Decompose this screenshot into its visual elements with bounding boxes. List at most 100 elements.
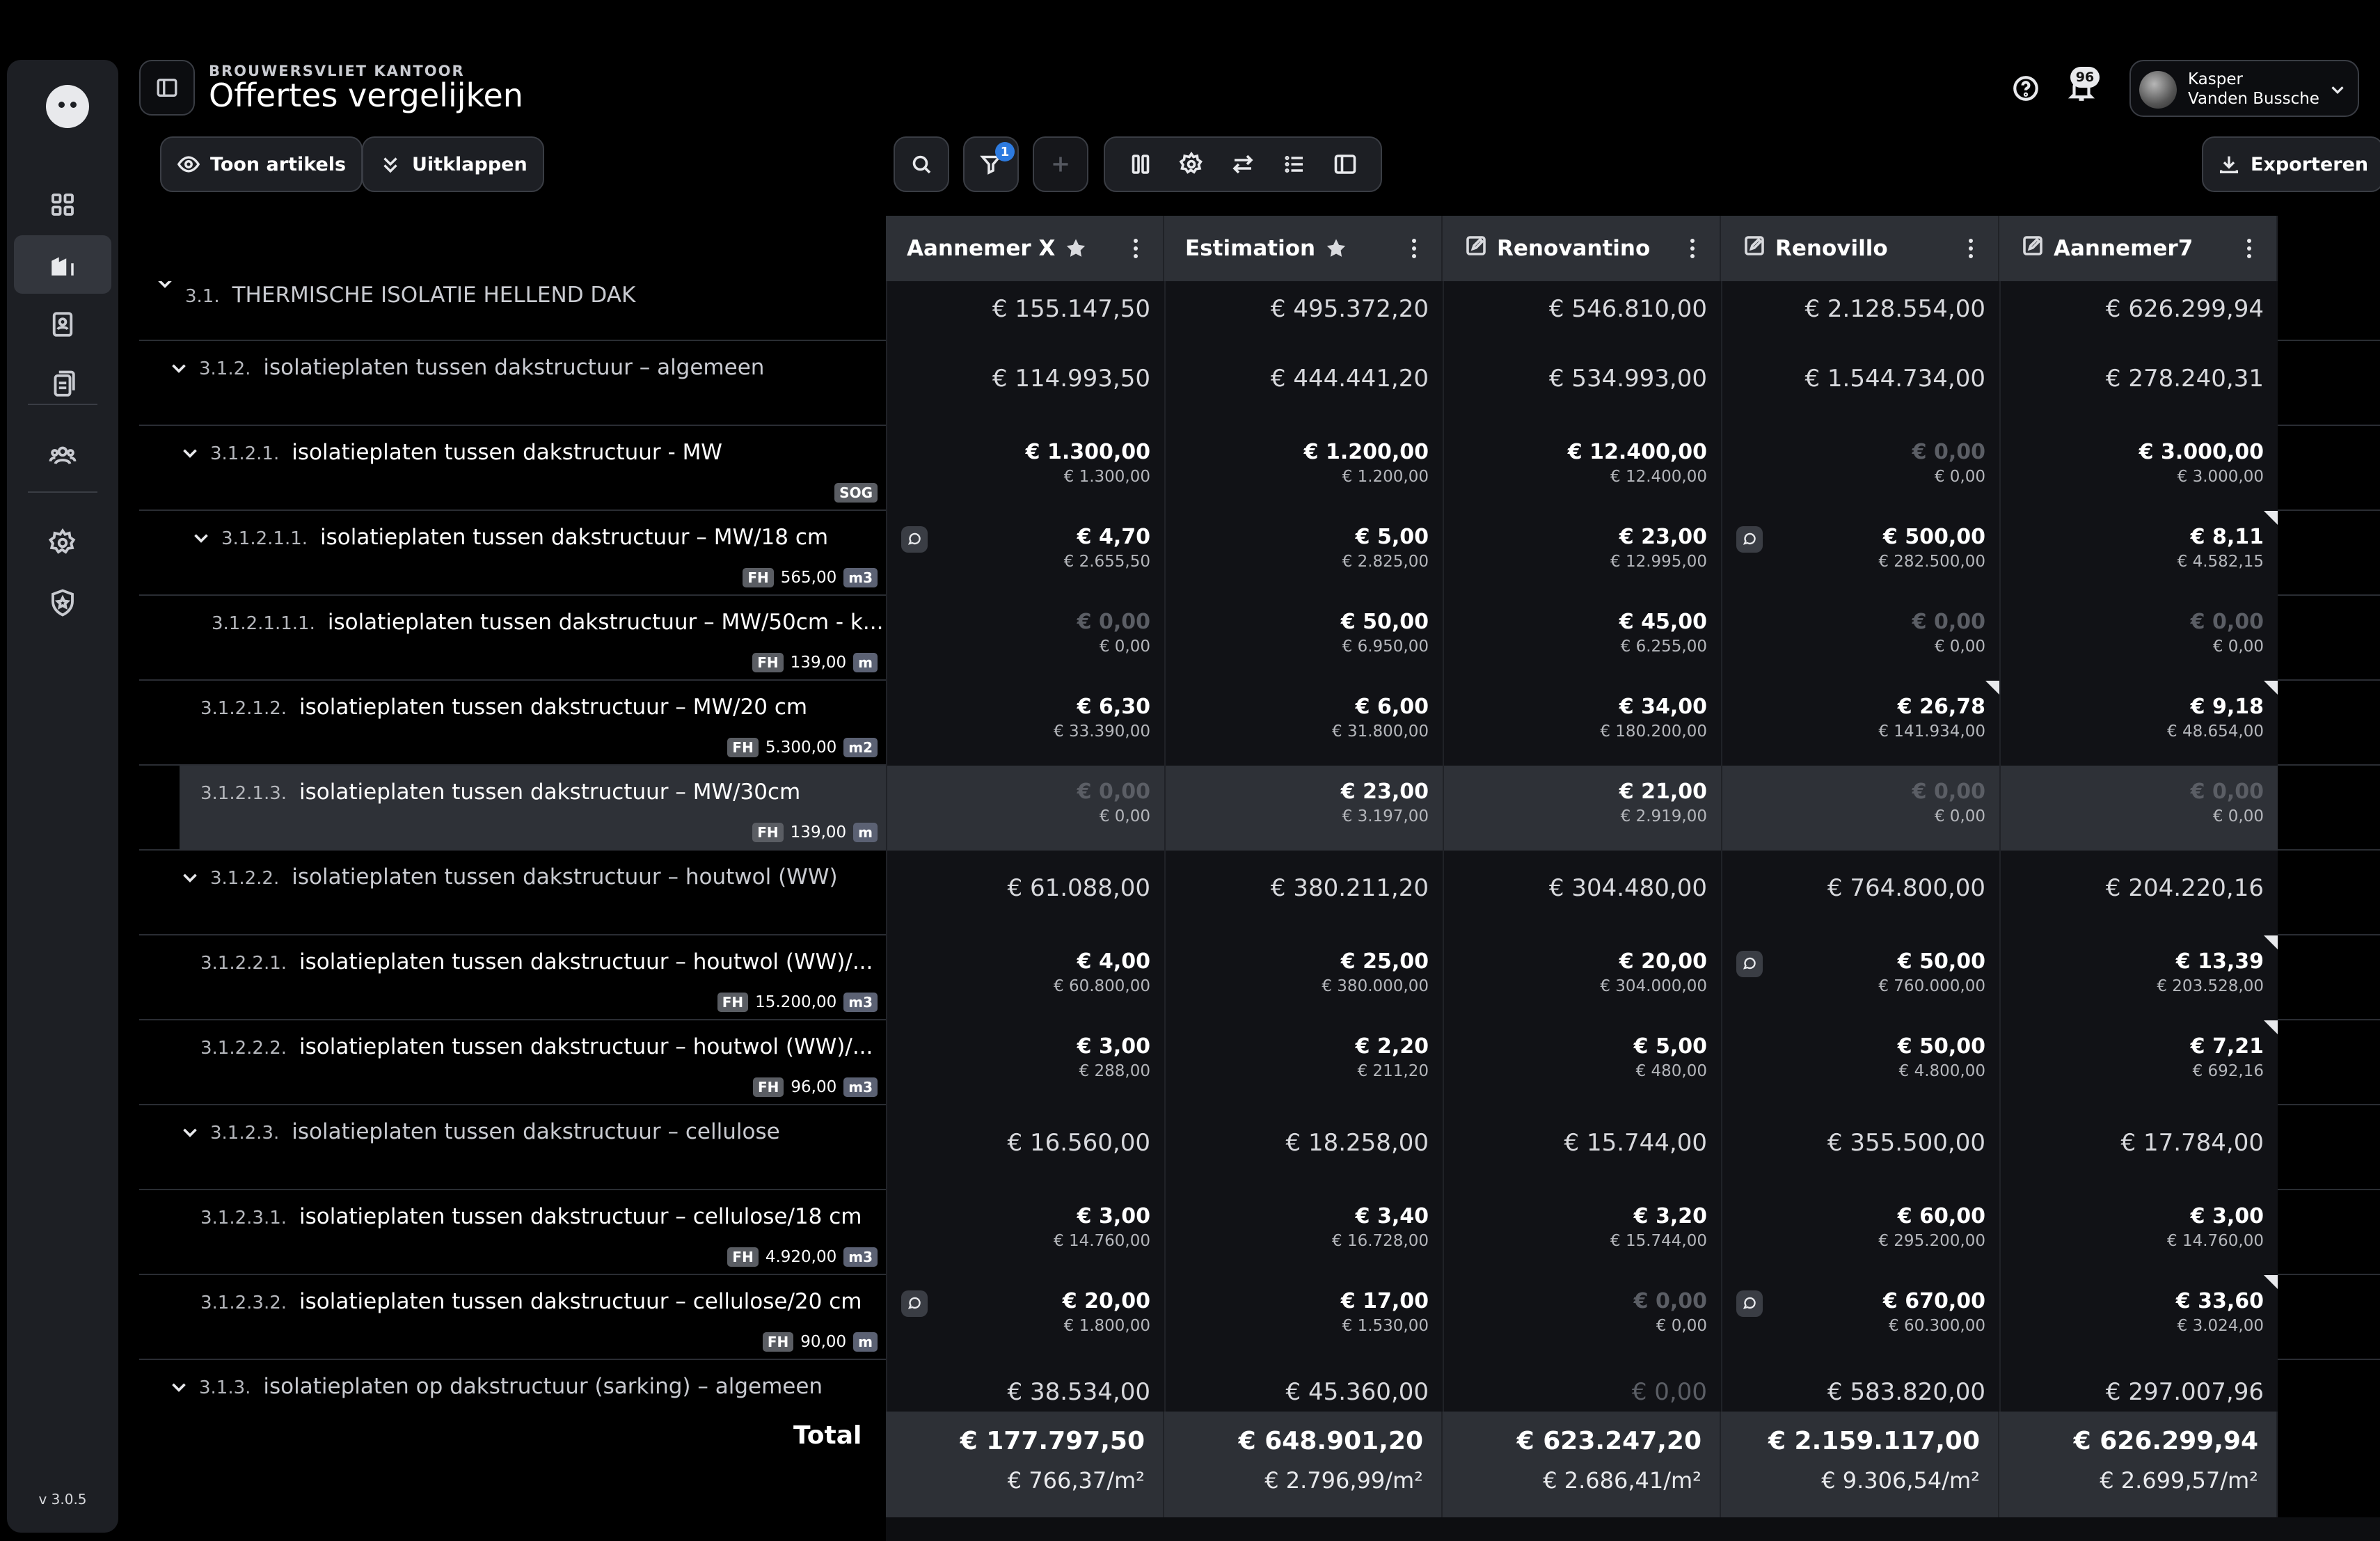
nav-documents[interactable] <box>14 355 111 413</box>
item-row[interactable]: 3.1.2.1.3. isolatieplaten tussen dakstruc… <box>139 766 2380 851</box>
price-cell[interactable]: € 45.360,00 <box>1164 1360 1443 1412</box>
price-cell[interactable]: € 17,00 € 1.530,00 <box>1164 1275 1443 1360</box>
column-header[interactable]: Renovillo <box>1721 216 1999 281</box>
price-cell[interactable]: € 0,00 € 0,00 <box>1721 596 1999 681</box>
nav-settings[interactable] <box>14 514 111 572</box>
sidebar-toggle-button[interactable] <box>139 60 195 116</box>
item-row[interactable]: 3.1.2.3.2. isolatieplaten tussen dakstruc… <box>139 1275 2380 1360</box>
more-options-icon[interactable] <box>1404 236 1425 261</box>
price-cell[interactable]: € 444.441,20 <box>1164 341 1443 426</box>
chevron-down-icon[interactable] <box>153 281 177 295</box>
chevron-down-icon[interactable] <box>178 441 202 465</box>
price-cell[interactable]: € 3,00 € 14.760,00 <box>886 1190 1164 1275</box>
price-cell[interactable]: € 20,00 € 1.800,00 <box>886 1275 1164 1360</box>
price-cell[interactable]: € 18.258,00 <box>1164 1105 1443 1190</box>
more-options-icon[interactable] <box>2239 236 2260 261</box>
item-row[interactable]: 3.1.2.2.1. isolatieplaten tussen dakstruc… <box>139 935 2380 1020</box>
price-cell[interactable]: € 1.200,00 € 1.200,00 <box>1164 426 1443 511</box>
price-cell[interactable]: € 12.400,00 € 12.400,00 <box>1443 426 1721 511</box>
nav-projects[interactable] <box>14 235 111 294</box>
price-cell[interactable]: € 15.744,00 <box>1443 1105 1721 1190</box>
group-row[interactable]: 3.1.3. isolatieplaten op dakstructuur (sa… <box>139 1360 2380 1412</box>
price-cell[interactable]: € 9,18 € 48.654,00 <box>1999 681 2278 766</box>
settings-button[interactable] <box>1171 143 1212 185</box>
price-cell[interactable]: € 2,20 € 211,20 <box>1164 1020 1443 1105</box>
price-cell[interactable]: € 764.800,00 <box>1721 851 1999 935</box>
price-cell[interactable]: € 114.993,50 <box>886 341 1164 426</box>
price-cell[interactable]: € 546.810,00 <box>1443 281 1721 341</box>
column-header[interactable]: Aannemer7 <box>1999 216 2278 281</box>
group-row[interactable]: 3.1.2.3. isolatieplaten tussen dakstructu… <box>139 1105 2380 1190</box>
price-cell[interactable]: € 534.993,00 <box>1443 341 1721 426</box>
column-header[interactable]: Aannemer X <box>886 216 1164 281</box>
column-header[interactable]: Estimation <box>1164 216 1443 281</box>
search-button[interactable] <box>894 136 949 192</box>
export-button[interactable]: Exporteren <box>2202 136 2380 192</box>
price-cell[interactable]: € 0,00 € 0,00 <box>1999 766 2278 851</box>
price-cell[interactable]: € 1.300,00 € 1.300,00 <box>886 426 1164 511</box>
price-cell[interactable]: € 626.299,94 <box>1999 281 2278 341</box>
column-header[interactable]: Renovantino <box>1443 216 1721 281</box>
price-cell[interactable]: € 5,00 € 480,00 <box>1443 1020 1721 1105</box>
price-cell[interactable]: € 670,00 € 60.300,00 <box>1721 1275 1999 1360</box>
price-cell[interactable]: € 0,00 € 0,00 <box>1999 596 2278 681</box>
help-button[interactable] <box>2010 72 2042 104</box>
price-cell[interactable]: € 0,00 € 0,00 <box>1721 766 1999 851</box>
price-cell[interactable]: € 45,00 € 6.255,00 <box>1443 596 1721 681</box>
price-cell[interactable]: € 297.007,96 <box>1999 1360 2278 1412</box>
price-cell[interactable]: € 3.000,00 € 3.000,00 <box>1999 426 2278 511</box>
chevron-down-icon[interactable] <box>167 356 191 380</box>
price-cell[interactable]: € 20,00 € 304.000,00 <box>1443 935 1721 1020</box>
comment-button[interactable] <box>901 1290 928 1317</box>
price-cell[interactable]: € 3,20 € 15.744,00 <box>1443 1190 1721 1275</box>
chevron-down-icon[interactable] <box>189 526 213 550</box>
price-cell[interactable]: € 17.784,00 <box>1999 1105 2278 1190</box>
nav-contacts[interactable] <box>14 295 111 354</box>
comment-button[interactable] <box>1736 526 1763 553</box>
item-row[interactable]: 3.1.2.1.2. isolatieplaten tussen dakstruc… <box>139 681 2380 766</box>
group-row[interactable]: 3.1. THERMISCHE ISOLATIE HELLEND DAK € 155… <box>139 281 2380 341</box>
price-cell[interactable]: € 60,00 € 295.200,00 <box>1721 1190 1999 1275</box>
price-cell[interactable]: € 3,40 € 16.728,00 <box>1164 1190 1443 1275</box>
columns-button[interactable] <box>1120 143 1161 185</box>
item-row[interactable]: 3.1.2.3.1. isolatieplaten tussen dakstruc… <box>139 1190 2380 1275</box>
price-cell[interactable]: € 3,00 € 14.760,00 <box>1999 1190 2278 1275</box>
price-cell[interactable]: € 0,00 € 0,00 <box>886 596 1164 681</box>
price-cell[interactable]: € 38.534,00 <box>886 1360 1164 1412</box>
panel-button[interactable] <box>1324 143 1366 185</box>
filter-button[interactable]: 1 <box>963 136 1019 192</box>
chevron-down-icon[interactable] <box>178 866 202 890</box>
item-row[interactable]: 3.1.2.1.1. isolatieplaten tussen dakstruc… <box>139 511 2380 596</box>
price-cell[interactable]: € 355.500,00 <box>1721 1105 1999 1190</box>
group-row[interactable]: 3.1.2. isolatieplaten tussen dakstructuur… <box>139 341 2380 426</box>
more-options-icon[interactable] <box>1682 236 1703 261</box>
price-cell[interactable]: € 33,60 € 3.024,00 <box>1999 1275 2278 1360</box>
price-cell[interactable]: € 1.544.734,00 <box>1721 341 1999 426</box>
price-cell[interactable]: € 3,00 € 288,00 <box>886 1020 1164 1105</box>
price-cell[interactable]: € 0,00 <box>1443 1360 1721 1412</box>
group-row[interactable]: 3.1.2.2. isolatieplaten tussen dakstructu… <box>139 851 2380 935</box>
price-cell[interactable]: € 6,00 € 31.800,00 <box>1164 681 1443 766</box>
price-cell[interactable]: € 13,39 € 203.528,00 <box>1999 935 2278 1020</box>
app-logo[interactable] <box>46 85 89 128</box>
price-cell[interactable]: € 4,70 € 2.655,50 <box>886 511 1164 596</box>
chevron-down-icon[interactable] <box>178 1121 202 1144</box>
price-cell[interactable]: € 380.211,20 <box>1164 851 1443 935</box>
more-options-icon[interactable] <box>1960 236 1981 261</box>
price-cell[interactable]: € 16.560,00 <box>886 1105 1164 1190</box>
price-cell[interactable]: € 23,00 € 3.197,00 <box>1164 766 1443 851</box>
price-cell[interactable]: € 500,00 € 282.500,00 <box>1721 511 1999 596</box>
list-button[interactable] <box>1274 143 1315 185</box>
price-cell[interactable]: € 25,00 € 380.000,00 <box>1164 935 1443 1020</box>
comment-button[interactable] <box>1736 951 1763 977</box>
price-cell[interactable]: € 6,30 € 33.390,00 <box>886 681 1164 766</box>
comment-button[interactable] <box>1736 1290 1763 1317</box>
show-articles-button[interactable]: Toon artikels <box>160 136 363 192</box>
price-cell[interactable]: € 23,00 € 12.995,00 <box>1443 511 1721 596</box>
price-cell[interactable]: € 26,78 € 141.934,00 <box>1721 681 1999 766</box>
price-cell[interactable]: € 5,00 € 2.825,00 <box>1164 511 1443 596</box>
comment-button[interactable] <box>901 526 928 553</box>
price-cell[interactable]: € 495.372,20 <box>1164 281 1443 341</box>
price-cell[interactable]: € 278.240,31 <box>1999 341 2278 426</box>
price-cell[interactable]: € 8,11 € 4.582,15 <box>1999 511 2278 596</box>
